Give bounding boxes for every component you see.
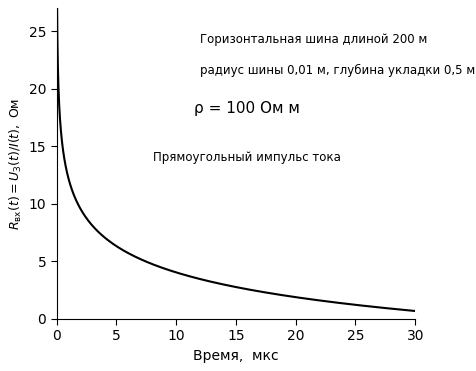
Text: Прямоугольный импульс тока: Прямоугольный импульс тока: [152, 151, 340, 164]
Text: Горизонтальная шина длиной 200 м: Горизонтальная шина длиной 200 м: [199, 33, 426, 46]
X-axis label: Время,  мкс: Время, мкс: [193, 349, 278, 363]
Text: ρ = 100 Ом м: ρ = 100 Ом м: [193, 101, 299, 116]
Text: радиус шины 0,01 м, глубина укладки 0,5 м: радиус шины 0,01 м, глубина укладки 0,5 …: [199, 64, 474, 77]
Y-axis label: $R_{\text{вх}}(t){=}U_{\text{З}}(t)/I(t),\ \text{Ом}$: $R_{\text{вх}}(t){=}U_{\text{З}}(t)/I(t)…: [8, 97, 24, 230]
